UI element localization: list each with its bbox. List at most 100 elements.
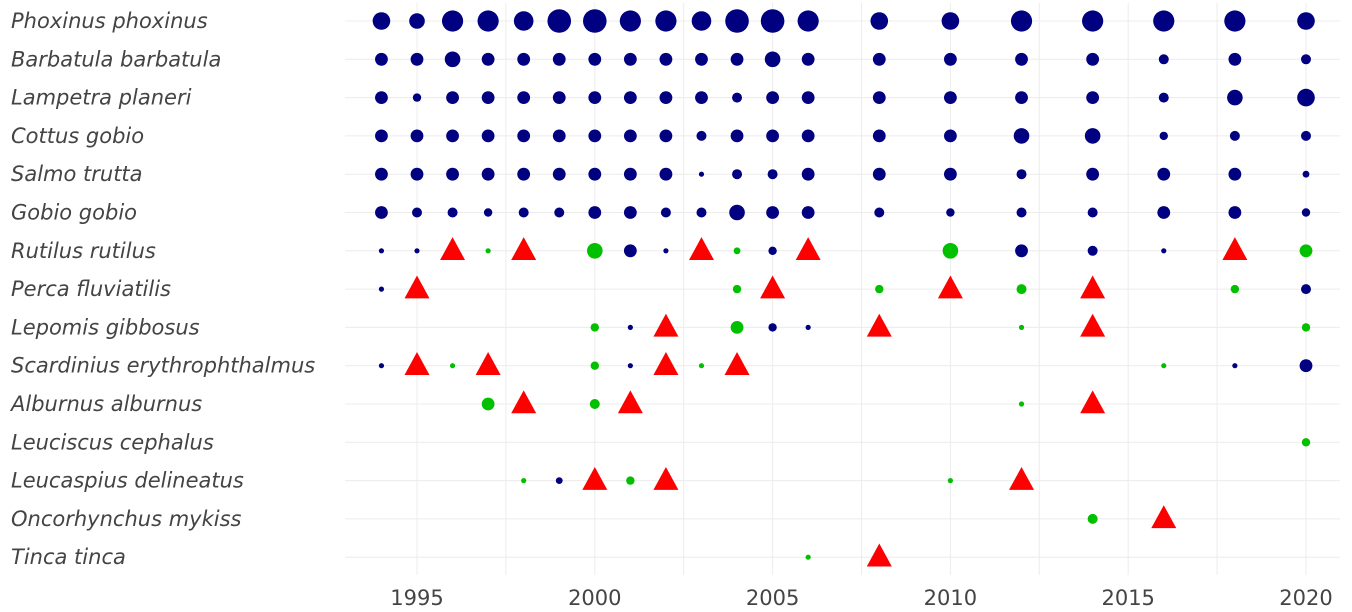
blue-circle-marker (659, 129, 673, 143)
red-triangle-marker (511, 237, 537, 261)
blue-circle-marker (513, 11, 534, 31)
blue-circle-marker (695, 52, 708, 66)
species-label: Leuciscus cephalus (11, 430, 214, 454)
species-label: Leucaspius delineatus (11, 469, 244, 493)
blue-circle-marker (552, 167, 566, 181)
green-circle-marker (1299, 244, 1313, 258)
blue-circle-marker (552, 91, 566, 104)
species-label: Tinca tinca (11, 545, 126, 569)
blue-circle-marker (481, 52, 495, 66)
species-label: Alburnus alburnus (9, 392, 202, 416)
blue-circle-marker (766, 91, 779, 104)
species-label: Barbatula barbatula (11, 47, 221, 71)
blue-circle-marker (552, 52, 566, 66)
species-label: Lampetra planeri (11, 86, 192, 110)
x-tick-label: 2015 (1101, 586, 1154, 610)
red-triangle-marker (724, 352, 750, 375)
x-tick-label: 2020 (1279, 586, 1332, 610)
blue-circle-marker (410, 167, 424, 181)
blue-circle-marker (588, 129, 602, 143)
blue-circle-marker (1229, 130, 1240, 141)
blue-circle-marker (872, 91, 886, 104)
data-points (372, 9, 1315, 567)
red-triangle-marker (760, 275, 786, 299)
blue-circle-marker (1015, 244, 1028, 258)
blue-circle-marker (623, 52, 637, 66)
blue-circle-marker (944, 52, 957, 66)
blue-circle-marker (378, 286, 385, 292)
blue-circle-marker (372, 12, 391, 30)
red-triangle-marker (937, 275, 963, 299)
blue-circle-marker (1301, 54, 1311, 65)
blue-circle-marker (725, 9, 749, 33)
blue-circle-marker (375, 52, 388, 66)
blue-circle-marker (1157, 206, 1171, 219)
blue-circle-marker (660, 207, 671, 218)
red-triangle-marker (1222, 237, 1248, 261)
green-circle-marker (947, 478, 954, 484)
species-label: Oncorhynchus mykiss (11, 507, 242, 531)
blue-circle-marker (944, 91, 957, 104)
species-label: Salmo trutta (11, 162, 143, 186)
blue-circle-marker (552, 129, 566, 143)
blue-circle-marker (1301, 208, 1311, 217)
blue-circle-marker (441, 10, 464, 32)
blue-circle-marker (375, 129, 388, 143)
red-triangle-marker (475, 352, 501, 375)
blue-circle-marker (517, 52, 531, 66)
blue-circle-marker (944, 167, 957, 181)
blue-circle-marker (517, 129, 531, 143)
blue-circle-marker (1158, 92, 1169, 103)
blue-circle-marker (1016, 207, 1027, 218)
blue-circle-marker (623, 206, 637, 219)
blue-circle-marker (1227, 89, 1243, 106)
blue-circle-marker (1016, 169, 1027, 180)
blue-circle-marker (481, 167, 495, 181)
red-triangle-marker (653, 352, 679, 375)
blue-circle-marker (1015, 52, 1028, 66)
green-circle-marker (875, 284, 884, 294)
blue-circle-marker (946, 208, 955, 217)
blue-circle-marker (801, 52, 815, 66)
red-triangle-marker (440, 237, 466, 261)
blue-circle-marker (410, 129, 424, 143)
blue-circle-marker (874, 207, 885, 218)
blue-circle-marker (481, 129, 495, 143)
x-tick-label: 1995 (390, 586, 443, 610)
species-axis-labels: Phoxinus phoxinus Barbatula barbatula Lamp… (9, 9, 315, 569)
blue-circle-marker (870, 12, 889, 30)
green-circle-marker (626, 476, 635, 485)
red-triangle-marker (1080, 275, 1106, 299)
blue-circle-marker (1228, 52, 1242, 66)
blue-circle-marker (517, 167, 531, 181)
blue-circle-marker (655, 10, 677, 32)
blue-circle-marker (659, 91, 673, 104)
blue-circle-marker (1084, 128, 1101, 144)
blue-circle-marker (659, 167, 673, 181)
species-label: Scardinius erythrophthalmus (11, 354, 315, 378)
blue-circle-marker (583, 9, 607, 33)
blue-circle-marker (801, 167, 815, 181)
green-circle-marker (1018, 401, 1025, 407)
green-circle-marker (1301, 323, 1311, 332)
blue-circle-marker (1086, 91, 1100, 104)
blue-circle-marker (623, 167, 637, 181)
blue-circle-marker (378, 248, 385, 254)
red-triangle-marker (582, 466, 608, 490)
blue-circle-marker (588, 167, 602, 181)
blue-circle-marker (691, 11, 712, 31)
blue-circle-marker (446, 91, 459, 104)
blue-circle-marker (872, 52, 886, 66)
green-circle-marker (805, 554, 811, 560)
blue-circle-marker (766, 206, 779, 219)
green-circle-marker (698, 363, 705, 369)
x-tick-label: 2000 (568, 586, 621, 610)
x-tick-label: 2010 (924, 586, 977, 610)
blue-circle-marker (768, 246, 777, 255)
species-label: Perca fluviatilis (11, 277, 171, 301)
green-circle-marker (1087, 513, 1098, 524)
blue-circle-marker (801, 91, 815, 104)
blue-circle-marker (872, 167, 886, 181)
